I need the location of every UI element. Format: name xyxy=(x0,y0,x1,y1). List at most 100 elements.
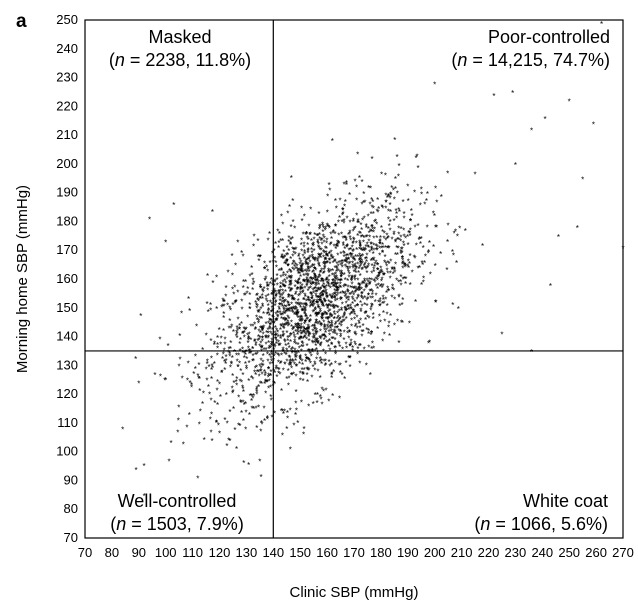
scatter-point: * xyxy=(353,256,356,265)
scatter-point: * xyxy=(375,292,378,301)
scatter-point: * xyxy=(324,244,327,253)
scatter-point: * xyxy=(323,238,326,247)
scatter-point: * xyxy=(297,297,300,306)
scatter-point: * xyxy=(323,310,326,319)
scatter-point: * xyxy=(215,305,218,314)
scatter-point: * xyxy=(345,179,348,188)
scatter-point: * xyxy=(282,270,285,279)
scatter-point: * xyxy=(371,302,374,311)
scatter-point: * xyxy=(333,295,336,304)
scatter-point: * xyxy=(280,299,283,308)
scatter-point: * xyxy=(287,292,290,301)
scatter-point: * xyxy=(327,298,330,307)
scatter-point: * xyxy=(319,358,322,367)
scatter-point: * xyxy=(316,352,319,361)
scatter-point: * xyxy=(356,150,359,159)
scatter-point: * xyxy=(258,253,261,262)
scatter-point: * xyxy=(303,366,306,375)
scatter-point: * xyxy=(270,342,273,351)
scatter-point: * xyxy=(397,230,400,239)
scatter-point: * xyxy=(365,224,368,233)
scatter-point: * xyxy=(331,295,334,304)
scatter-point: * xyxy=(336,267,339,276)
scatter-point: * xyxy=(275,363,278,372)
scatter-point: * xyxy=(316,368,319,377)
scatter-point: * xyxy=(310,276,313,285)
scatter-point: * xyxy=(339,334,342,343)
scatter-point: * xyxy=(335,268,338,277)
scatter-point: * xyxy=(365,252,368,261)
scatter-point: * xyxy=(365,258,368,267)
scatter-point: * xyxy=(404,262,407,271)
scatter-point: * xyxy=(335,332,338,341)
scatter-point: * xyxy=(301,252,304,261)
scatter-point: * xyxy=(325,237,328,246)
scatter-point: * xyxy=(196,474,199,483)
scatter-point: * xyxy=(302,278,305,287)
scatter-point: * xyxy=(339,295,342,304)
scatter-point: * xyxy=(313,256,316,265)
scatter-point: * xyxy=(343,312,346,321)
scatter-point: * xyxy=(284,297,287,306)
scatter-point: * xyxy=(235,324,238,333)
scatter-point: * xyxy=(276,329,279,338)
scatter-point: * xyxy=(375,234,378,243)
scatter-point: * xyxy=(334,360,337,369)
scatter-point: * xyxy=(313,333,316,342)
scatter-point: * xyxy=(153,371,156,380)
scatter-point: * xyxy=(206,358,209,367)
scatter-point: * xyxy=(413,253,416,262)
scatter-point: * xyxy=(217,422,220,431)
scatter-point: * xyxy=(306,315,309,324)
scatter-point: * xyxy=(341,212,344,221)
scatter-point: * xyxy=(320,290,323,299)
scatter-point: * xyxy=(328,181,331,190)
scatter-point: * xyxy=(298,360,301,369)
scatter-point: * xyxy=(342,249,345,258)
scatter-point: * xyxy=(315,300,318,309)
scatter-point: * xyxy=(334,222,337,231)
scatter-point: * xyxy=(289,407,292,416)
scatter-point: * xyxy=(296,341,299,350)
scatter-point: * xyxy=(362,245,365,254)
scatter-point: * xyxy=(290,319,293,328)
y-tick-label: 100 xyxy=(56,444,78,459)
scatter-point: * xyxy=(266,350,269,359)
scatter-point: * xyxy=(209,301,212,310)
y-tick-label: 80 xyxy=(64,501,78,516)
scatter-point: * xyxy=(335,260,338,269)
scatter-point: * xyxy=(299,335,302,344)
scatter-point: * xyxy=(323,269,326,278)
scatter-point: * xyxy=(317,243,320,252)
scatter-point: * xyxy=(290,372,293,381)
scatter-point: * xyxy=(311,262,314,271)
scatter-point: * xyxy=(263,372,266,381)
scatter-point: * xyxy=(388,332,391,341)
scatter-point: * xyxy=(339,369,342,378)
scatter-point: * xyxy=(406,233,409,242)
scatter-point: * xyxy=(231,354,234,363)
scatter-point: * xyxy=(281,347,284,356)
scatter-point: * xyxy=(399,248,402,257)
scatter-point: * xyxy=(361,252,364,261)
scatter-point: * xyxy=(285,320,288,329)
scatter-point: * xyxy=(223,416,226,425)
scatter-point: * xyxy=(306,279,309,288)
scatter-point: * xyxy=(316,276,319,285)
scatter-point: * xyxy=(255,391,258,400)
scatter-point: * xyxy=(320,314,323,323)
scatter-point: * xyxy=(261,420,264,429)
scatter-point: * xyxy=(289,362,292,371)
scatter-point: * xyxy=(279,294,282,303)
scatter-point: * xyxy=(315,311,318,320)
scatter-point: * xyxy=(248,291,251,300)
scatter-point: * xyxy=(305,275,308,284)
scatter-point: * xyxy=(295,325,298,334)
scatter-point: * xyxy=(256,296,259,305)
scatter-point: * xyxy=(251,345,254,354)
scatter-point: * xyxy=(323,256,326,265)
scatter-point: * xyxy=(308,319,311,328)
scatter-point: * xyxy=(328,186,331,195)
scatter-point: * xyxy=(254,364,257,373)
scatter-point: * xyxy=(313,297,316,306)
